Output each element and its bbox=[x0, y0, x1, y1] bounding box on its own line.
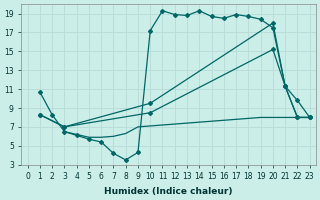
X-axis label: Humidex (Indice chaleur): Humidex (Indice chaleur) bbox=[104, 187, 233, 196]
